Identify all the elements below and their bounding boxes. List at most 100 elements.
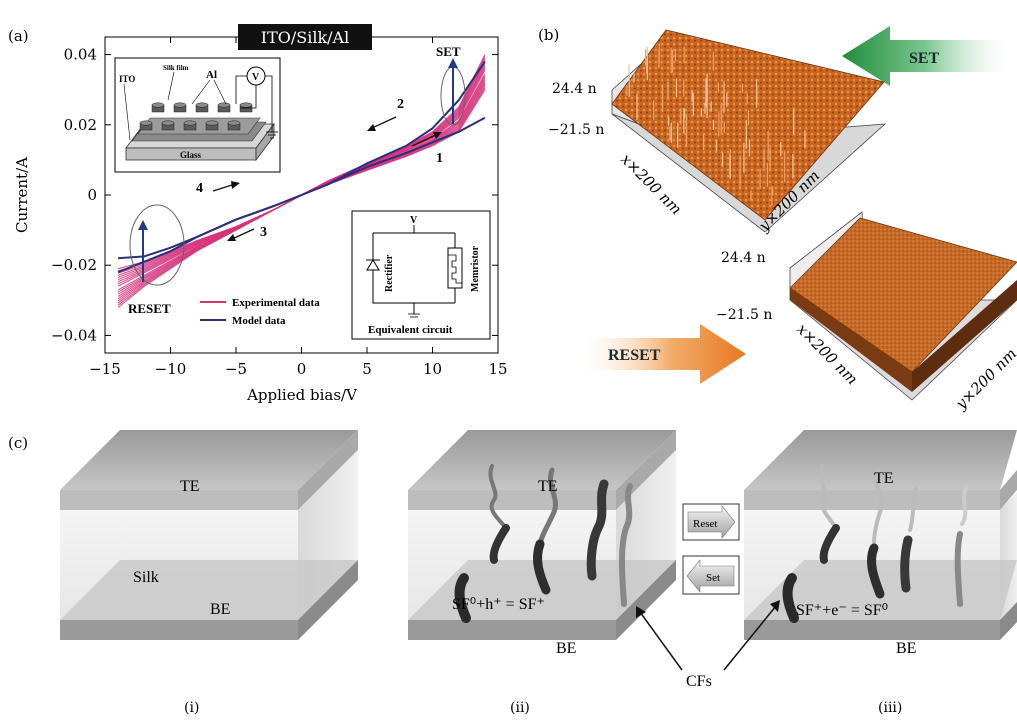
set-big-arrow-label: SET xyxy=(909,50,940,67)
cfs-label: CFs xyxy=(686,673,712,690)
al-pad-top xyxy=(183,120,197,126)
circuit-memristor-label: Memristor xyxy=(470,245,481,292)
cube2-te: TE xyxy=(538,478,558,495)
cube3-equation: SF⁺+e⁻ = SF⁰ xyxy=(796,602,888,619)
al-pad-top xyxy=(239,102,253,108)
inset-silk-label: Silk film xyxy=(163,64,189,72)
arrow-num-2: 2 xyxy=(397,97,404,112)
cube3-caption: (iii) xyxy=(878,700,902,716)
y-axis-label: Current/A xyxy=(13,157,31,233)
bottom-y-axis: y×200 nm xyxy=(951,345,1017,414)
y-tick-label: −0.04 xyxy=(51,326,97,344)
cube3-be: BE xyxy=(896,640,916,657)
cube-iii: TE SF⁺+e⁻ = SF⁰ BE (iii) xyxy=(744,430,1017,716)
reset-label: RESET xyxy=(128,301,171,316)
x-tick-label: 5 xyxy=(362,360,372,378)
circuit-v-label: V xyxy=(410,215,418,226)
cube1-be: BE xyxy=(210,601,230,618)
circuit-caption: Equivalent circuit xyxy=(368,324,453,336)
inset-al-label: Al xyxy=(206,69,217,81)
x-axis-label: Applied bias/V xyxy=(246,386,358,404)
set-button: Set xyxy=(682,555,740,595)
x-tick-label: −5 xyxy=(225,360,247,378)
model-curve-lower xyxy=(117,116,486,274)
legend-experimental: Experimental data xyxy=(232,297,320,309)
afm-spikes xyxy=(626,43,806,206)
bottom-zmax: 24.4 n xyxy=(721,250,766,266)
conductive-filaments-iii xyxy=(782,464,968,623)
inset-circuit: V Rectifier Memristor Equivalent circuit xyxy=(351,210,491,340)
iv-chart: −15 −10 −5 0 5 10 15 0.04 0.02 0 −0.02 −0.04 Curre… xyxy=(13,24,508,404)
set-button-label: Set xyxy=(706,572,720,584)
arrow-num-3: 3 xyxy=(260,225,267,240)
top-zmin: −21.5 n xyxy=(548,122,604,138)
al-pad-top xyxy=(151,102,165,108)
arrow-num-4: 4 xyxy=(196,181,203,196)
cfs-arrow-right-head xyxy=(770,600,780,612)
al-pad-top xyxy=(173,102,187,108)
cube1-silk: Silk xyxy=(133,569,159,586)
al-pad-top xyxy=(227,120,241,126)
set-arrow-icon xyxy=(686,559,735,593)
reset-ellipse xyxy=(129,204,185,286)
x-tick-label: −15 xyxy=(89,360,121,378)
diode-icon xyxy=(366,259,380,271)
chart-title: ITO/Silk/Al xyxy=(261,28,349,47)
afm-map-reset: 24.4 n −21.5 n x×200 nm y×200 nm xyxy=(716,211,1017,414)
al-pad-top xyxy=(195,102,209,108)
panel-a-label: (a) xyxy=(8,27,29,45)
al-pad-top xyxy=(161,120,175,126)
arrow-3-head xyxy=(227,234,236,241)
arrow-2-head xyxy=(367,124,376,131)
chart-legend: Experimental data Model data xyxy=(200,297,320,327)
legend-model: Model data xyxy=(232,315,286,327)
inset-glass-label: Glass xyxy=(180,150,202,160)
arrow-num-1: 1 xyxy=(436,151,443,166)
y-tick-label: 0 xyxy=(87,186,97,204)
panel-b-label: (b) xyxy=(538,26,559,44)
memristor-icon xyxy=(447,247,463,289)
circuit-rectifier-label: Rectifier xyxy=(384,254,395,292)
cube2-caption: (ii) xyxy=(510,700,530,716)
x-tick-label: −10 xyxy=(155,360,187,378)
set-arrow-head xyxy=(448,58,458,68)
x-ticks: −15 −10 −5 0 5 10 15 xyxy=(89,37,508,378)
iv-curves xyxy=(117,54,486,308)
inset-ito-label: ITO xyxy=(119,74,135,84)
cube3-te: TE xyxy=(874,470,894,487)
x-tick-label: 15 xyxy=(488,360,507,378)
x-tick-label: 10 xyxy=(423,360,442,378)
reset-arrow-head xyxy=(138,220,148,230)
al-pad-top xyxy=(205,120,219,126)
cube-i: TE Silk BE (i) xyxy=(60,430,358,716)
al-pad-top xyxy=(139,120,153,126)
cube1-te: TE xyxy=(180,478,200,495)
conductive-filaments-ii xyxy=(454,464,633,623)
y-tick-label: −0.02 xyxy=(51,256,97,274)
cube-ii: TE SF⁰+h⁺ = SF⁺ BE (ii) xyxy=(408,430,676,716)
reset-arrow-icon xyxy=(687,505,736,539)
top-zmax: 24.4 n xyxy=(552,81,597,97)
reset-button-label: Reset xyxy=(693,518,717,530)
bottom-zmin: −21.5 n xyxy=(716,307,772,323)
set-label: SET xyxy=(436,44,461,59)
al-pads xyxy=(139,102,253,131)
inset-device: Glass ITO Silk film Al V xyxy=(114,57,281,173)
set-big-arrow xyxy=(842,26,1010,86)
panel-c-label: (c) xyxy=(8,434,28,452)
cube2-be: BE xyxy=(556,640,576,657)
reset-big-arrow-label: RESET xyxy=(608,347,661,364)
cube1-caption: (i) xyxy=(184,700,199,716)
cfs-arrow-left-head xyxy=(636,606,646,618)
reset-big-arrow xyxy=(580,324,746,384)
x-tick-label: 0 xyxy=(297,360,307,378)
inset-meter-label: V xyxy=(252,72,260,83)
afm-map-set: 24.4 n −21.5 n x×200 nm y×200 nm xyxy=(548,29,887,236)
arrow-1-head xyxy=(433,132,442,139)
al-pad-top xyxy=(217,102,231,108)
arrow-4-head xyxy=(231,181,240,189)
y-tick-label: 0.04 xyxy=(64,46,97,64)
y-tick-label: 0.02 xyxy=(64,116,97,134)
y-ticks: 0.04 0.02 0 −0.02 −0.04 xyxy=(51,46,498,344)
